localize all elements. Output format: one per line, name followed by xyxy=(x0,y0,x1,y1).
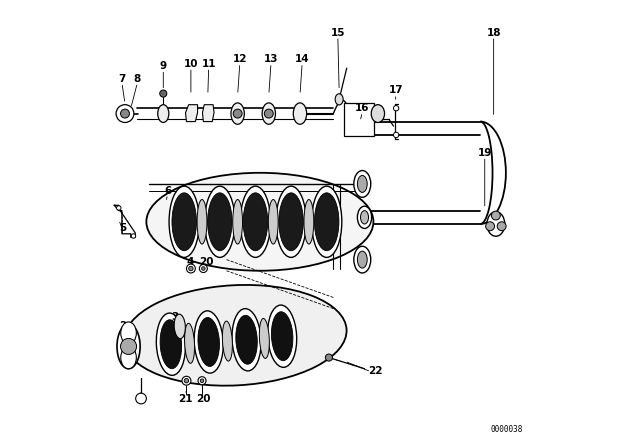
Ellipse shape xyxy=(117,324,140,369)
Polygon shape xyxy=(186,105,198,121)
Ellipse shape xyxy=(207,193,232,251)
Ellipse shape xyxy=(205,186,235,258)
Ellipse shape xyxy=(124,285,347,386)
Ellipse shape xyxy=(304,199,314,244)
Text: 7: 7 xyxy=(118,74,125,84)
Ellipse shape xyxy=(268,305,297,367)
Circle shape xyxy=(264,109,273,118)
Text: 20: 20 xyxy=(196,393,211,404)
Ellipse shape xyxy=(156,313,186,375)
Text: 2: 2 xyxy=(120,321,127,332)
Circle shape xyxy=(116,105,134,122)
Circle shape xyxy=(136,393,147,404)
Ellipse shape xyxy=(121,322,136,344)
Circle shape xyxy=(116,206,121,210)
Ellipse shape xyxy=(121,346,136,369)
Text: 4: 4 xyxy=(186,257,194,267)
Text: 5: 5 xyxy=(120,224,127,233)
Circle shape xyxy=(233,109,242,118)
FancyBboxPatch shape xyxy=(344,103,374,136)
Ellipse shape xyxy=(233,199,243,244)
Text: 16: 16 xyxy=(355,103,369,113)
Ellipse shape xyxy=(357,176,367,192)
Text: 13: 13 xyxy=(264,54,278,64)
Ellipse shape xyxy=(357,251,367,268)
Text: 3: 3 xyxy=(172,313,179,323)
Ellipse shape xyxy=(197,199,207,244)
Text: 0000038: 0000038 xyxy=(491,425,523,434)
Ellipse shape xyxy=(157,105,169,122)
Text: 14: 14 xyxy=(295,54,310,64)
Circle shape xyxy=(189,266,193,271)
Ellipse shape xyxy=(243,193,268,251)
Ellipse shape xyxy=(357,206,372,228)
Ellipse shape xyxy=(169,186,199,258)
Ellipse shape xyxy=(160,320,182,369)
Ellipse shape xyxy=(172,193,196,251)
Ellipse shape xyxy=(262,103,275,124)
Ellipse shape xyxy=(360,211,369,224)
Ellipse shape xyxy=(271,312,293,361)
Ellipse shape xyxy=(194,311,223,373)
Ellipse shape xyxy=(487,212,505,236)
Ellipse shape xyxy=(259,319,269,358)
Text: 9: 9 xyxy=(160,61,167,71)
Text: 17: 17 xyxy=(388,86,403,95)
Ellipse shape xyxy=(312,186,342,258)
Ellipse shape xyxy=(147,173,373,271)
Ellipse shape xyxy=(354,171,371,197)
Circle shape xyxy=(497,222,506,231)
Ellipse shape xyxy=(222,321,232,361)
Text: 1: 1 xyxy=(138,395,145,405)
Circle shape xyxy=(492,211,500,220)
Ellipse shape xyxy=(371,105,385,122)
Text: 19: 19 xyxy=(477,148,492,158)
Circle shape xyxy=(202,267,205,270)
Circle shape xyxy=(394,106,399,111)
Text: 22: 22 xyxy=(369,366,383,376)
Text: 11: 11 xyxy=(202,59,216,69)
Ellipse shape xyxy=(276,186,306,258)
Polygon shape xyxy=(202,105,214,121)
Ellipse shape xyxy=(231,103,244,124)
Ellipse shape xyxy=(268,199,278,244)
Ellipse shape xyxy=(354,246,371,273)
Ellipse shape xyxy=(335,94,343,105)
Ellipse shape xyxy=(279,193,303,251)
Circle shape xyxy=(394,132,399,138)
Circle shape xyxy=(120,338,136,354)
Circle shape xyxy=(160,90,167,97)
Text: 8: 8 xyxy=(134,74,141,84)
Ellipse shape xyxy=(240,186,271,258)
Text: 15: 15 xyxy=(330,28,345,38)
Circle shape xyxy=(486,222,495,231)
Ellipse shape xyxy=(236,315,257,364)
Circle shape xyxy=(182,376,191,385)
Text: 12: 12 xyxy=(232,54,247,64)
Circle shape xyxy=(200,379,204,383)
Circle shape xyxy=(199,264,207,272)
Text: 21: 21 xyxy=(179,393,193,404)
Text: 6: 6 xyxy=(164,185,172,196)
Text: 18: 18 xyxy=(486,28,501,38)
Circle shape xyxy=(186,264,195,273)
Circle shape xyxy=(131,234,136,238)
Ellipse shape xyxy=(293,103,307,124)
Circle shape xyxy=(198,377,206,385)
Ellipse shape xyxy=(174,314,186,339)
Ellipse shape xyxy=(232,309,261,371)
Ellipse shape xyxy=(184,323,195,363)
Circle shape xyxy=(120,109,129,118)
Text: 20: 20 xyxy=(199,257,214,267)
Ellipse shape xyxy=(314,193,339,251)
Circle shape xyxy=(325,354,332,361)
Circle shape xyxy=(184,379,189,383)
Ellipse shape xyxy=(198,318,220,366)
Text: 10: 10 xyxy=(184,59,198,69)
